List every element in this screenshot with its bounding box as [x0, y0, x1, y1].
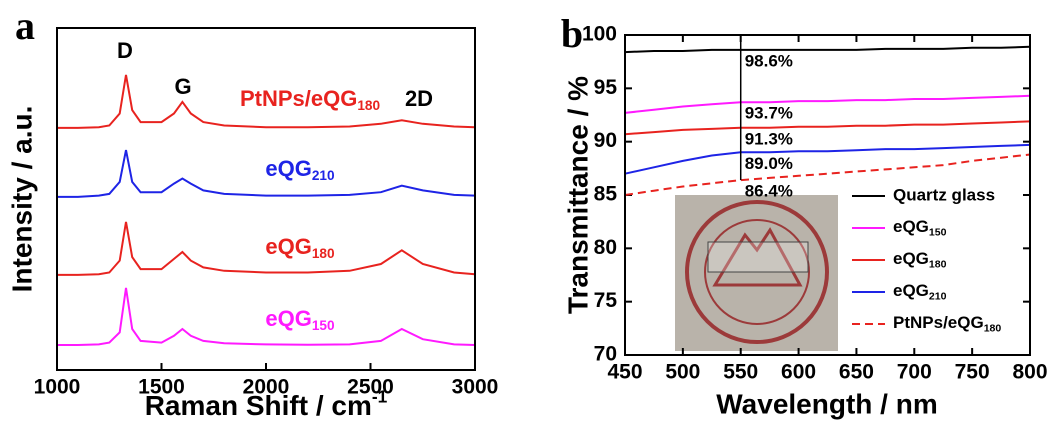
value-label: 86.4% [745, 182, 793, 201]
seal-emblem [712, 227, 803, 287]
x-tick-label: 800 [1012, 361, 1047, 384]
plot-frame [624, 34, 1031, 356]
y-tick-label: 75 [594, 289, 618, 312]
legend-label: Quartz glass [893, 185, 995, 204]
series-line [624, 45, 1031, 54]
series-label: eQG180 [265, 234, 335, 261]
peak-label: D [117, 38, 133, 63]
x-tick-label: 450 [607, 361, 642, 384]
series-line [57, 74, 476, 129]
x-tick-label: 1000 [34, 376, 81, 399]
value-label: 98.6% [745, 51, 793, 70]
y-axis-title: Transmittance / % [562, 76, 593, 314]
peak-label: 2D [405, 86, 433, 111]
panel-label: b [561, 11, 583, 56]
photo-inset [675, 195, 838, 351]
series-line [57, 287, 476, 346]
y-tick-label: 85 [594, 183, 618, 206]
y-tick-label: 80 [594, 236, 617, 259]
x-tick-label: 2500 [347, 376, 394, 399]
x-tick-label: 650 [839, 361, 874, 384]
x-tick-label: 600 [781, 361, 816, 384]
series-label: eQG210 [265, 156, 335, 183]
x-tick-label: 750 [955, 361, 990, 384]
panel-label: a [15, 3, 35, 48]
x-tick-label: 2000 [243, 376, 290, 399]
plot-frame [56, 27, 476, 371]
x-tick-label: 700 [897, 361, 932, 384]
legend-label: PtNPs/eQG180 [893, 313, 1001, 334]
seal-ring [704, 219, 810, 325]
y-tick-label: 95 [594, 76, 618, 99]
legend-label: eQG180 [893, 249, 947, 270]
photo [675, 195, 838, 351]
y-tick-label: 100 [582, 23, 617, 46]
x-tick-label: 500 [665, 361, 700, 384]
x-tick-label: 550 [723, 361, 758, 384]
y-axis-title: Intensity / a.u. [6, 106, 37, 293]
series-line [57, 149, 476, 198]
value-label: 91.3% [745, 129, 793, 148]
series-line [624, 143, 1031, 175]
legend-label: eQG210 [893, 281, 947, 302]
series-line [57, 221, 476, 276]
x-axis-title: Raman Shift / cm-1 [145, 386, 388, 421]
y-tick-label: 90 [594, 129, 617, 152]
x-axis-title: Wavelength / nm [716, 388, 937, 419]
x-tick-label: 1500 [138, 376, 185, 399]
seal-ring [685, 200, 829, 344]
legend-label: eQG150 [893, 217, 947, 238]
series-line [624, 94, 1031, 114]
value-label: 89.0% [745, 154, 793, 173]
series-line [624, 153, 1031, 196]
series-label: PtNPs/eQG180 [240, 86, 381, 113]
peak-label: G [174, 74, 191, 99]
film [707, 241, 809, 273]
series-line [624, 120, 1031, 136]
y-tick-label: 70 [594, 343, 617, 366]
series-label: eQG150 [265, 306, 335, 333]
x-tick-label: 3000 [452, 376, 499, 399]
value-label: 93.7% [745, 104, 793, 123]
